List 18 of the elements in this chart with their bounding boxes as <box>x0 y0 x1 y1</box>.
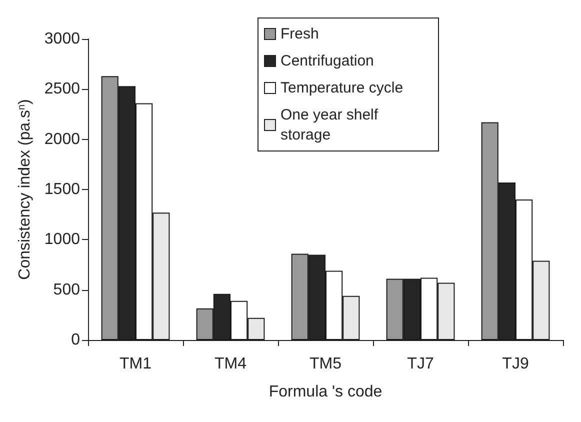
x-tick-label: TM1 <box>120 356 152 372</box>
y-tick-label: 1000 <box>44 231 80 248</box>
y-axis-title: Consistency index (pa.sn) <box>16 99 34 280</box>
legend-label: Centrifugation <box>280 52 374 70</box>
y-tick-label: 3000 <box>44 30 80 48</box>
y-tick-label: 1500 <box>44 181 80 198</box>
x-tick-label: TJ9 <box>502 356 529 372</box>
x-tick-label: TJ7 <box>407 356 434 372</box>
y-tick-label: 2500 <box>44 80 80 98</box>
y-tick-label: 2000 <box>44 130 80 148</box>
legend-label: Temperature cycle <box>280 80 404 96</box>
legend-label: One year shelf storage <box>280 106 382 144</box>
x-axis-title: Formula 's code <box>268 384 382 400</box>
x-tick-label: TM5 <box>310 356 342 372</box>
y-tick-label: 0 <box>71 332 80 348</box>
y-tick-label: 500 <box>53 281 80 298</box>
legend-label: Fresh <box>280 26 319 42</box>
x-tick-label: TM4 <box>214 356 247 372</box>
